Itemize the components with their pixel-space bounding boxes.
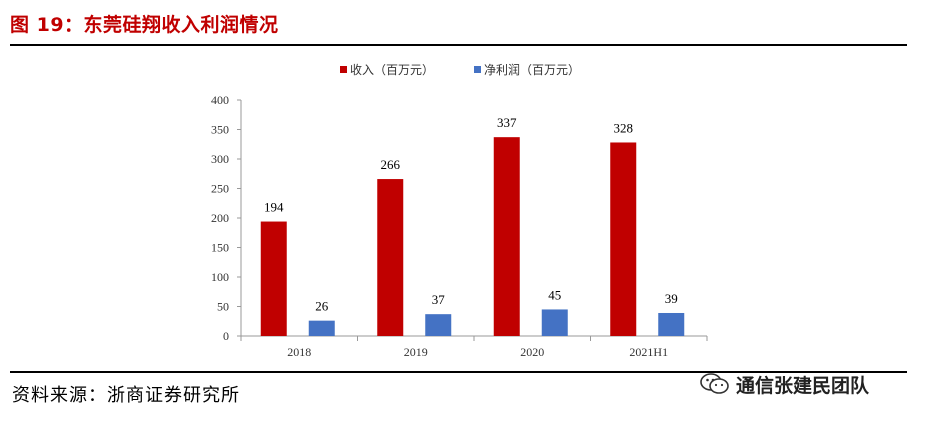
legend-label: 净利润（百万元） [484, 63, 580, 77]
bars [260, 137, 685, 336]
y-tick-label: 100 [211, 270, 229, 284]
y-tick-label: 250 [211, 182, 229, 196]
bar-revenue [260, 221, 287, 336]
y-tick-label: 150 [211, 241, 229, 255]
legend-swatch [340, 66, 347, 73]
y-tick-label: 400 [211, 93, 229, 107]
source-note: 资料来源：浙商证券研究所 [12, 385, 240, 406]
data-label: 266 [381, 157, 401, 172]
x-tick-label: 2018 [287, 345, 311, 359]
top-rule [10, 44, 907, 46]
x-tick-label: 2020 [520, 345, 544, 359]
watermark: 通信张建民团队 [700, 370, 869, 398]
data-label: 194 [264, 200, 284, 215]
data-label: 39 [665, 291, 678, 306]
x-tick-label: 2019 [404, 345, 428, 359]
legend-swatch [474, 66, 481, 73]
bar-revenue [377, 179, 404, 336]
bar-revenue [610, 142, 637, 336]
bar-chart: 收入（百万元） 净利润（百万元） 0 50 100 150 200 250 300 350 400… [211, 63, 708, 359]
data-label: 337 [497, 115, 517, 130]
watermark-text: 通信张建民团队 [736, 374, 870, 397]
y-tick-label: 300 [211, 152, 229, 166]
data-label: 328 [614, 120, 634, 135]
bottom-rule [10, 371, 907, 373]
axes: 0 50 100 150 200 250 300 350 400 2018 2019 2020 2021… [211, 93, 708, 359]
y-tick-label: 0 [223, 329, 229, 343]
data-label: 45 [548, 287, 561, 302]
legend-label: 收入（百万元） [350, 63, 434, 77]
y-tick-label: 50 [217, 300, 229, 314]
data-label: 37 [432, 292, 446, 307]
data-labels: 194 26 266 37 337 45 328 39 [264, 115, 678, 313]
wechat-icon [700, 373, 729, 394]
bar-revenue [493, 137, 520, 336]
y-tick-label: 350 [211, 123, 229, 137]
x-tick-label: 2021H1 [629, 345, 668, 359]
legend: 收入（百万元） 净利润（百万元） [340, 63, 580, 77]
y-tick-label: 200 [211, 211, 229, 225]
bar-profit [425, 314, 452, 336]
bar-profit [308, 320, 335, 336]
bar-profit [541, 309, 568, 336]
bar-profit [658, 312, 685, 336]
data-label: 26 [315, 299, 329, 314]
figure-title: 图 19：东莞硅翔收入利润情况 [10, 14, 279, 36]
